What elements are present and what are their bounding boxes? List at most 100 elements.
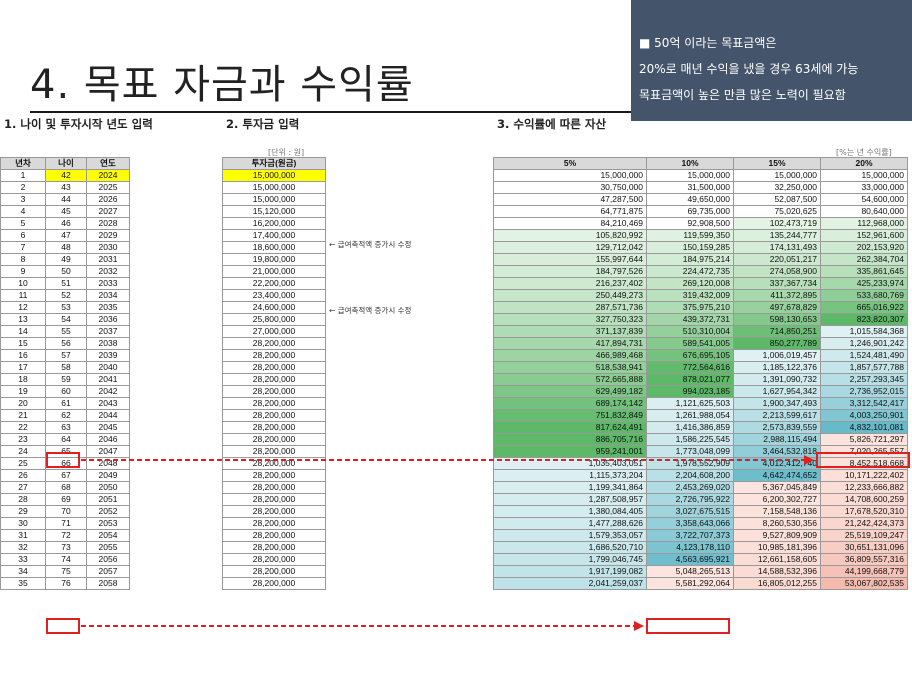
section-investment-input: 2. 투자금 입력 (226, 117, 300, 131)
asset-cell: 5,826,721,297 (820, 433, 908, 446)
asset-cell: 6,200,302,727 (733, 493, 821, 506)
principal-cell: 28,200,000 (222, 553, 326, 566)
asset-cell: 994,023,185 (646, 385, 734, 398)
year-cell: 2038 (86, 337, 130, 350)
principal-cell: 28,200,000 (222, 577, 326, 590)
table-row: 20 61 2043 (0, 397, 130, 410)
asset-cell: 269,120,008 (646, 277, 734, 290)
asset-cell: 1,579,353,057 (493, 529, 647, 542)
year-cell: 2050 (86, 481, 130, 494)
asset-cell: 47,287,500 (493, 193, 647, 206)
asset-cell: 1,199,341,864 (493, 481, 647, 494)
summary-callout: ■ 50억 이라는 목표금액은 20%로 매년 수익을 냈을 경우 63세에 가… (631, 0, 912, 121)
asset-cell: 510,310,004 (646, 325, 734, 338)
asset-cell: 152,961,600 (820, 229, 908, 242)
asset-cell: 1,524,481,490 (820, 349, 908, 362)
asset-cell: 49,650,000 (646, 193, 734, 206)
table-row: 12 53 2035 (0, 301, 130, 314)
asset-cell: 2,736,952,015 (820, 385, 908, 398)
table-row: 2,041,259,037 5,581,292,064 16,805,012,255… (493, 577, 908, 590)
unit-label: [단위 : 원] (268, 148, 305, 157)
table-row: 417,894,731 589,541,005 850,277,789 1,246,9… (493, 337, 908, 350)
table-row: 129,712,042 150,159,285 174,131,493 202,153… (493, 241, 908, 254)
asset-cell: 9,527,809,909 (733, 529, 821, 542)
table-row: 14 55 2037 (0, 325, 130, 338)
asset-cell: 15,000,000 (820, 169, 908, 182)
asset-cell: 1,627,954,342 (733, 385, 821, 398)
table-row: 64,771,875 69,735,000 75,020,625 80,640,000 (493, 205, 908, 218)
asset-cell: 14,588,532,396 (733, 565, 821, 578)
title-underline (30, 111, 642, 113)
asset-cell: 629,499,182 (493, 385, 647, 398)
asset-cell: 375,975,210 (646, 301, 734, 314)
asset-cell: 32,250,000 (733, 181, 821, 194)
asset-cell: 10,985,181,396 (733, 541, 821, 554)
asset-cell: 5,581,292,064 (646, 577, 734, 590)
asset-cell: 224,472,735 (646, 265, 734, 278)
asset-cell: 335,861,645 (820, 265, 908, 278)
asset-cell: 425,233,974 (820, 277, 908, 290)
asset-cell: 202,153,920 (820, 241, 908, 254)
asset-cell: 17,678,520,310 (820, 505, 908, 518)
asset-cell: 15,000,000 (646, 169, 734, 182)
asset-cell: 262,384,704 (820, 253, 908, 266)
year-cell: 2042 (86, 385, 130, 398)
asset-cell: 439,372,731 (646, 313, 734, 326)
table-row: 817,624,491 1,416,386,859 2,573,839,559 4,8… (493, 421, 908, 434)
col-header-year-no: 년차 (0, 157, 46, 170)
asset-cell: 1,006,019,457 (733, 349, 821, 362)
callout-line-2: 20%로 매년 수익을 냈을 경우 63세에 가능 (639, 62, 859, 76)
asset-cell: 1,391,090,732 (733, 373, 821, 386)
highlight-box-target-10pct (646, 618, 730, 634)
page-title: 4. 목표 자금과 수익률 (30, 62, 414, 108)
table-row: 371,137,839 510,310,004 714,850,251 1,015,5… (493, 325, 908, 338)
table-row: 5 46 2028 (0, 217, 130, 230)
asset-cell: 3,722,707,373 (646, 529, 734, 542)
table-row: 22 63 2045 (0, 421, 130, 434)
asset-cell: 184,975,214 (646, 253, 734, 266)
table-row: 518,538,941 772,564,616 1,185,122,376 1,857… (493, 361, 908, 374)
asset-cell: 959,241,001 (493, 445, 647, 458)
highlight-box-target-20pct (816, 452, 910, 468)
asset-cell: 4,563,695,921 (646, 553, 734, 566)
table-row: 30 71 2053 (0, 517, 130, 530)
asset-cell: 216,237,402 (493, 277, 647, 290)
salary-note: ← 급여축적액 증가시 수정 (329, 240, 412, 249)
asset-cell: 1,917,199,082 (493, 565, 647, 578)
asset-cell: 3,464,532,818 (733, 445, 821, 458)
asset-cell: 2,257,293,345 (820, 373, 908, 386)
asset-cell: 119,599,350 (646, 229, 734, 242)
asset-cell: 36,809,557,316 (820, 553, 908, 566)
asset-cell: 1,416,386,859 (646, 421, 734, 434)
asset-cell: 75,020,625 (733, 205, 821, 218)
arrowhead-icon (804, 455, 814, 465)
year-cell: 2058 (86, 577, 130, 590)
table-row: 30,750,000 31,500,000 32,250,000 33,000,000 (493, 181, 908, 194)
asset-cell: 33,000,000 (820, 181, 908, 194)
asset-cell: 220,051,217 (733, 253, 821, 266)
salary-note: ← 급여축적액 증가시 수정 (329, 306, 412, 315)
table-row: 6 47 2029 (0, 229, 130, 242)
table-row: 19 60 2042 (0, 385, 130, 398)
asset-cell: 3,312,542,417 (820, 397, 908, 410)
arrowhead-icon (634, 621, 644, 631)
asset-cell: 850,277,789 (733, 337, 821, 350)
section-age-input: 1. 나이 및 투자시작 년도 입력 (4, 117, 153, 131)
table-row: 4 45 2027 (0, 205, 130, 218)
highlight-box-age-63 (46, 452, 80, 468)
callout-line-1: ■ 50억 이라는 목표금액은 (639, 36, 777, 50)
table-row: 629,499,182 994,023,185 1,627,954,342 2,736… (493, 385, 908, 398)
asset-cell: 2,041,259,037 (493, 577, 647, 590)
asset-cell: 64,771,875 (493, 205, 647, 218)
asset-cell: 1,686,520,710 (493, 541, 647, 554)
callout-line-3: 목표금액이 높은 만큼 많은 노력이 필요함 (639, 88, 846, 102)
col-header-rate-10: 10% (646, 157, 734, 170)
asset-cell: 676,695,105 (646, 349, 734, 362)
table-row: 689,174,142 1,121,625,503 1,900,347,493 3,3… (493, 397, 908, 410)
asset-cell: 497,678,829 (733, 301, 821, 314)
table-row: 28,200,000 (222, 577, 326, 590)
asset-cell: 411,372,895 (733, 289, 821, 302)
asset-cell: 2,726,795,922 (646, 493, 734, 506)
table-row: 15 56 2038 (0, 337, 130, 350)
asset-cell: 92,908,500 (646, 217, 734, 230)
